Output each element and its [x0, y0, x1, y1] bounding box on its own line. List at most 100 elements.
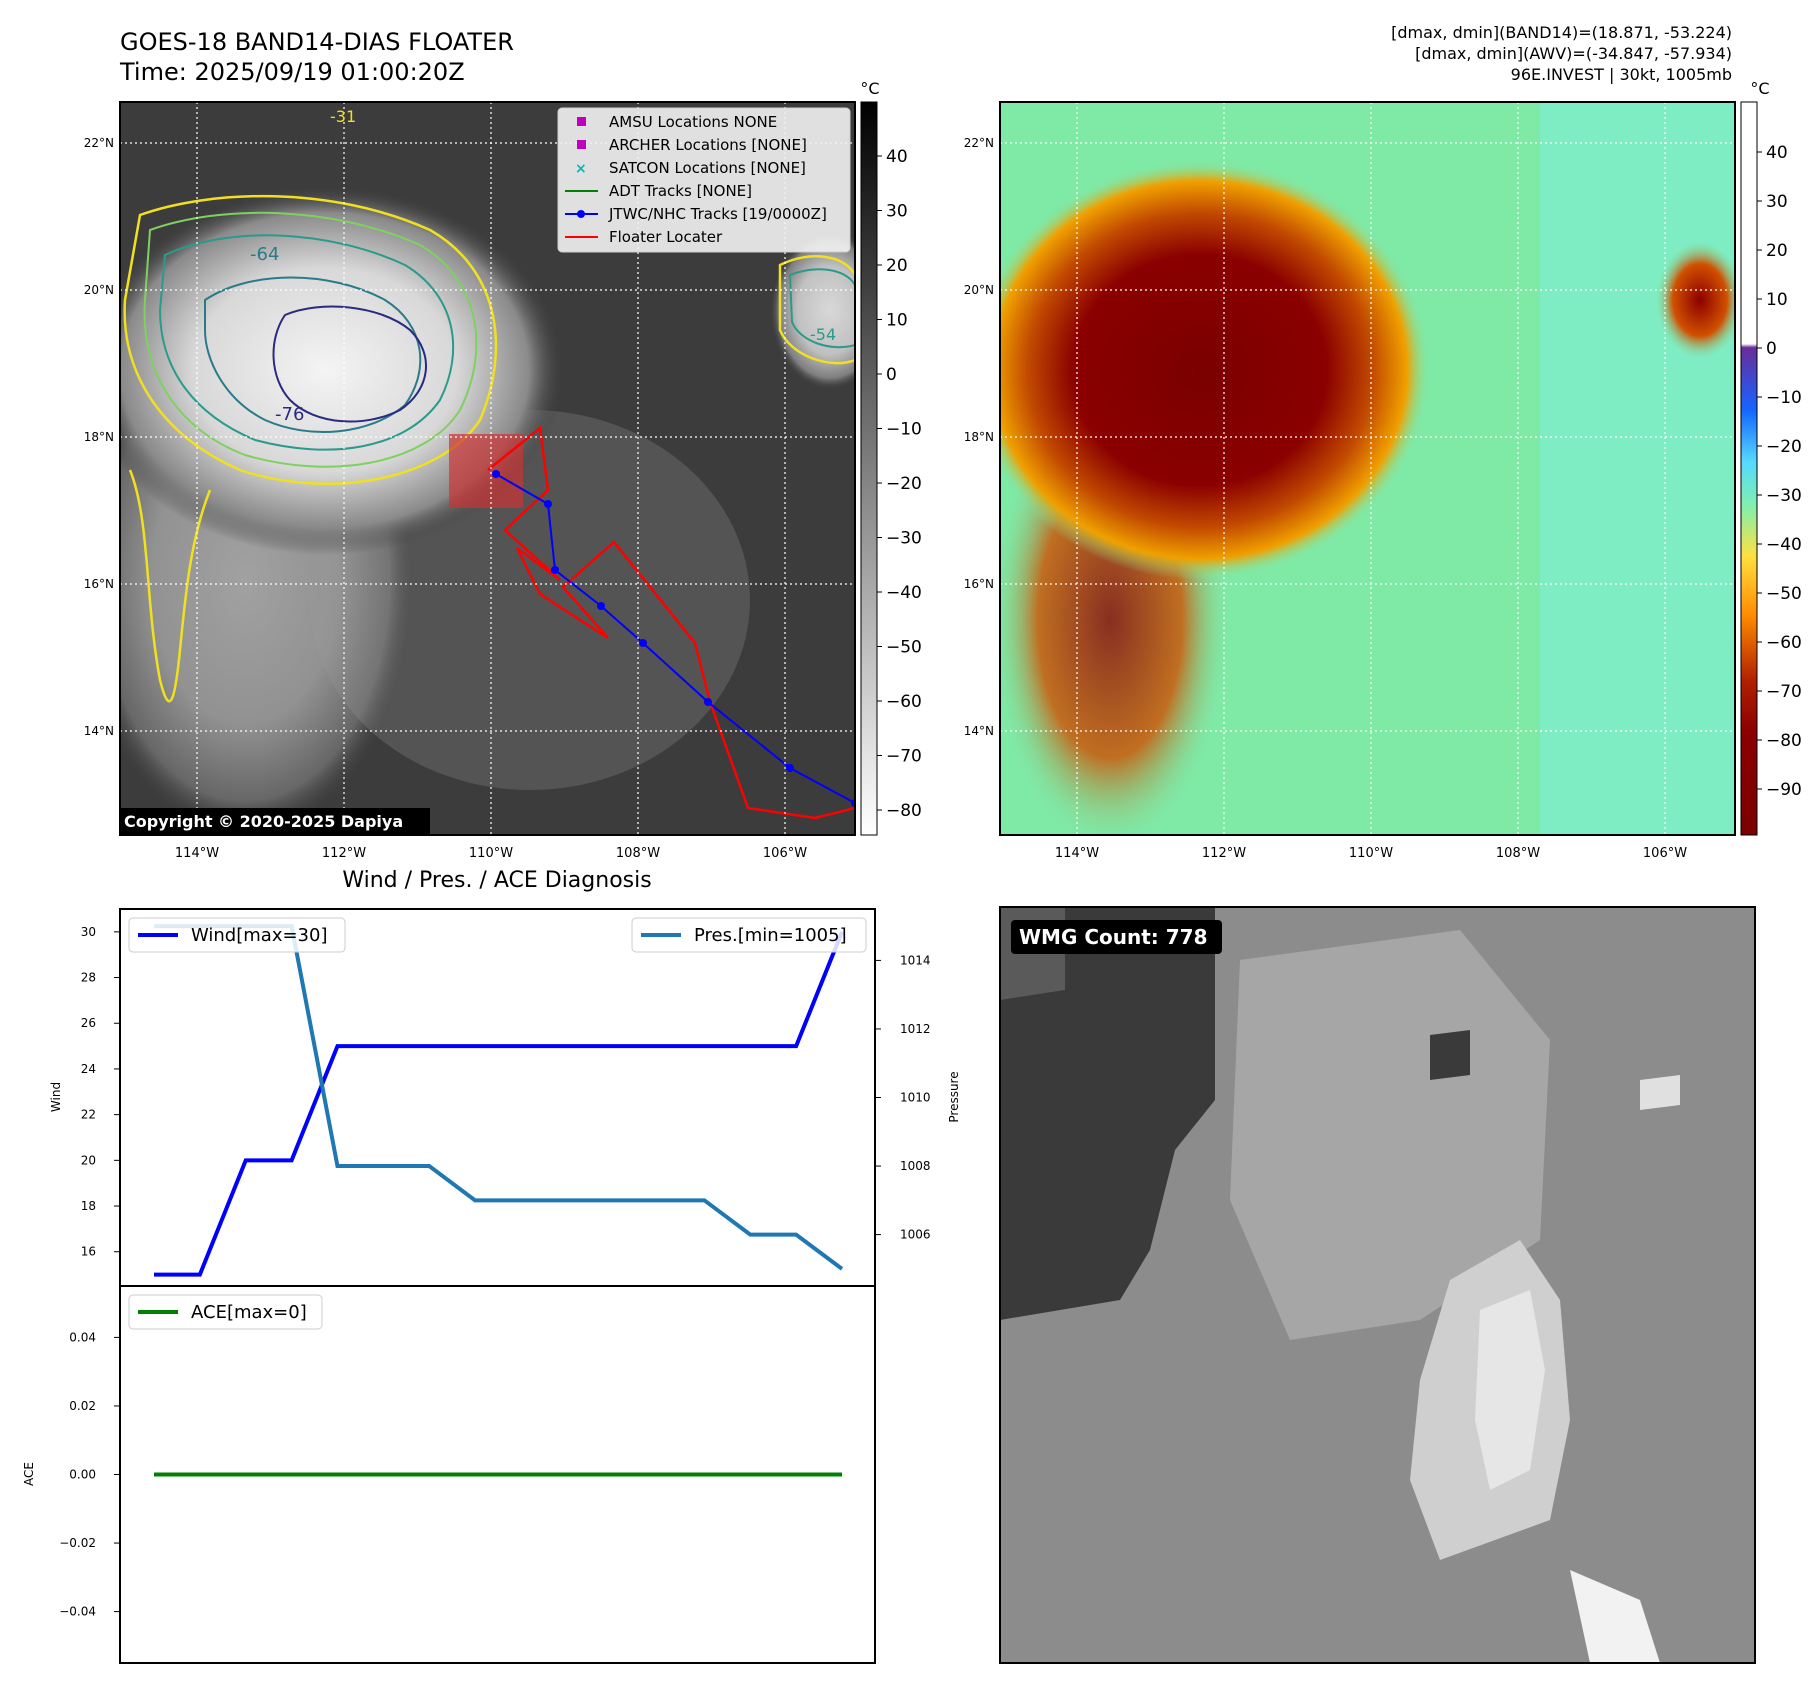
floater-box — [449, 434, 523, 508]
pressure-tick-label: 1010 — [900, 1091, 931, 1105]
colorbar-tick-label: −10 — [886, 420, 922, 440]
awv-warm-east — [1655, 240, 1735, 360]
jtwc-track-point — [597, 602, 605, 610]
wind-tick-label: 20 — [81, 1153, 96, 1167]
colorbar-tick-label: 30 — [886, 202, 908, 222]
colorbar-tick-label: −50 — [1766, 584, 1802, 604]
wind-axis-label: Wind — [49, 1082, 63, 1112]
lon-tick-label: 110°W — [1349, 846, 1393, 861]
colorbar-tick-label: −70 — [1766, 682, 1802, 702]
storm-info: 96E.INVEST | 30kt, 1005mb — [1511, 65, 1732, 84]
ir-colorbar-ticks: 40 30 20 10 0 −10 −20 −30 −40 −50 −60 −70 −80 — [877, 147, 922, 821]
lat-tick-label: 16°N — [84, 577, 114, 591]
contour-label-3: -31 — [330, 107, 356, 126]
ir-map-legend: AMSU Locations NONE ARCHER Locations [NO… — [557, 107, 851, 253]
lon-tick-label: 110°W — [469, 846, 513, 861]
wind-tick-label: 28 — [81, 971, 96, 985]
wind-tick-label: 16 — [81, 1245, 96, 1259]
awv-warm-core — [1000, 160, 1430, 580]
pressure-tick-label: 1006 — [900, 1228, 931, 1242]
lon-tick-label: 108°W — [1496, 846, 1540, 861]
copyright-text: Copyright © 2020-2025 Dapiya — [124, 812, 403, 831]
wmg-brightest-region — [1475, 1290, 1545, 1490]
colorbar-tick-label: −10 — [1766, 388, 1802, 408]
wmg-white-region — [1570, 1570, 1660, 1663]
contour-green — [143, 211, 478, 468]
contour-east-yellow — [778, 255, 855, 365]
lat-tick-label: 16°N — [964, 577, 994, 591]
ace-tick-label: −0.02 — [59, 1536, 96, 1550]
legend-archer: ARCHER Locations [NONE] — [609, 136, 807, 154]
lat-tick-label: 18°N — [84, 430, 114, 444]
legend-jtwc: JTWC/NHC Tracks [19/0000Z] — [608, 205, 827, 223]
colorbar-tick-label: −60 — [1766, 633, 1802, 653]
colorbar-tick-label: −50 — [886, 638, 922, 658]
awv-cool-band — [1540, 102, 1735, 835]
dmax-awv-info: [dmax, dmin](AWV)=(-34.847, -57.934) — [1415, 44, 1732, 63]
legend-archer-marker — [577, 140, 586, 149]
legend-satcon: SATCON Locations [NONE] — [609, 159, 806, 177]
wind-axis-ticks: 16 18 20 22 24 26 28 30 — [81, 925, 120, 1259]
wind-pressure-chart: 16 18 20 22 24 26 28 30 1006 1008 1010 1012 1014 Wi… — [49, 908, 961, 1287]
contour-yellow — [123, 194, 498, 485]
jtwc-track-line — [495, 473, 855, 804]
lat-tick-label: 14°N — [964, 724, 994, 738]
legend-amsu: AMSU Locations NONE — [609, 113, 777, 131]
dmax-band14-info: [dmax, dmin](BAND14)=(18.871, -53.224) — [1391, 23, 1732, 42]
lon-tick-label: 112°W — [322, 846, 366, 861]
colorbar-tick-label: 0 — [886, 365, 897, 385]
legend-amsu-marker — [577, 117, 586, 126]
colorbar-tick-label: −70 — [886, 747, 922, 767]
colorbar-tick-label: −80 — [886, 801, 922, 821]
legend-satcon-marker: × — [575, 161, 587, 177]
colorbar-tick-label: −80 — [1766, 731, 1802, 751]
colorbar-tick-label: 10 — [1766, 290, 1788, 310]
awv-colorbar-unit: °C — [1750, 79, 1769, 98]
colorbar-tick-label: −20 — [1766, 437, 1802, 457]
wmg-frame — [999, 906, 1756, 1664]
lon-tick-label: 106°W — [763, 846, 807, 861]
pressure-axis-label: Pressure — [947, 1071, 961, 1122]
lon-tick-label: 106°W — [1643, 846, 1687, 861]
contour-label-2: -76 — [275, 404, 304, 425]
lat-tick-label: 22°N — [84, 136, 114, 150]
colorbar-tick-label: −30 — [886, 529, 922, 549]
jtwc-track-point — [639, 639, 647, 647]
ace-axis-label: ACE — [22, 1462, 36, 1486]
jtwc-track-point — [492, 470, 500, 478]
wind-tick-label: 22 — [81, 1108, 96, 1122]
map-axis-labels: 22°N 20°N 18°N 16°N 14°N 114°W 112°W 110°W 108°W… — [84, 136, 1687, 861]
colorbar-tick-label: −40 — [886, 583, 922, 603]
pressure-tick-label: 1014 — [900, 953, 931, 967]
ace-tick-label: −0.04 — [59, 1605, 96, 1619]
wmg-panel: WMG Count: 778 — [999, 906, 1756, 1664]
awv-map-frame — [999, 101, 1736, 836]
ir-colorbar-unit: °C — [860, 79, 879, 98]
ace-chart: 0.04 0.02 0.00 −0.02 −0.04 ACE ACE[max=0] — [22, 1285, 876, 1664]
map-grid — [120, 102, 855, 835]
copyright-box — [120, 808, 430, 834]
jtwc-track-point — [544, 500, 552, 508]
lon-tick-label: 112°W — [1202, 846, 1246, 861]
ir-colorbar — [860, 101, 878, 836]
colorbar-tick-label: 20 — [886, 256, 908, 276]
lat-tick-label: 20°N — [964, 283, 994, 297]
colorbar-tick-label: −40 — [1766, 535, 1802, 555]
contour-teal — [158, 234, 455, 451]
diagnosis-title: Wind / Pres. / ACE Diagnosis — [342, 868, 651, 893]
ir-map-frame — [119, 101, 856, 836]
lon-tick-label: 114°W — [175, 846, 219, 861]
pressure-legend-label: Pres.[min=1005] — [694, 925, 847, 946]
wind-tick-label: 26 — [81, 1016, 96, 1030]
awv-map-panel: °C 40 30 20 10 0 −10 −20 −30 −40 −50 −60 −70 −80 −90 — [999, 79, 1802, 836]
colorbar-tick-label: −30 — [1766, 486, 1802, 506]
contour-64 — [204, 276, 422, 433]
colorbar-tick-label: 40 — [886, 147, 908, 167]
colorbar-tick-label: 10 — [886, 311, 908, 331]
wind-series-line — [154, 931, 844, 1277]
wmg-dark-region — [1000, 907, 1215, 1320]
awv-colorbar-ticks: 40 30 20 10 0 −10 −20 −30 −40 −50 −60 −70 −80 −90 — [1757, 143, 1802, 800]
contour-76 — [272, 305, 427, 423]
contour-east-teal — [788, 268, 855, 349]
ace-legend-label: ACE[max=0] — [191, 1302, 307, 1323]
